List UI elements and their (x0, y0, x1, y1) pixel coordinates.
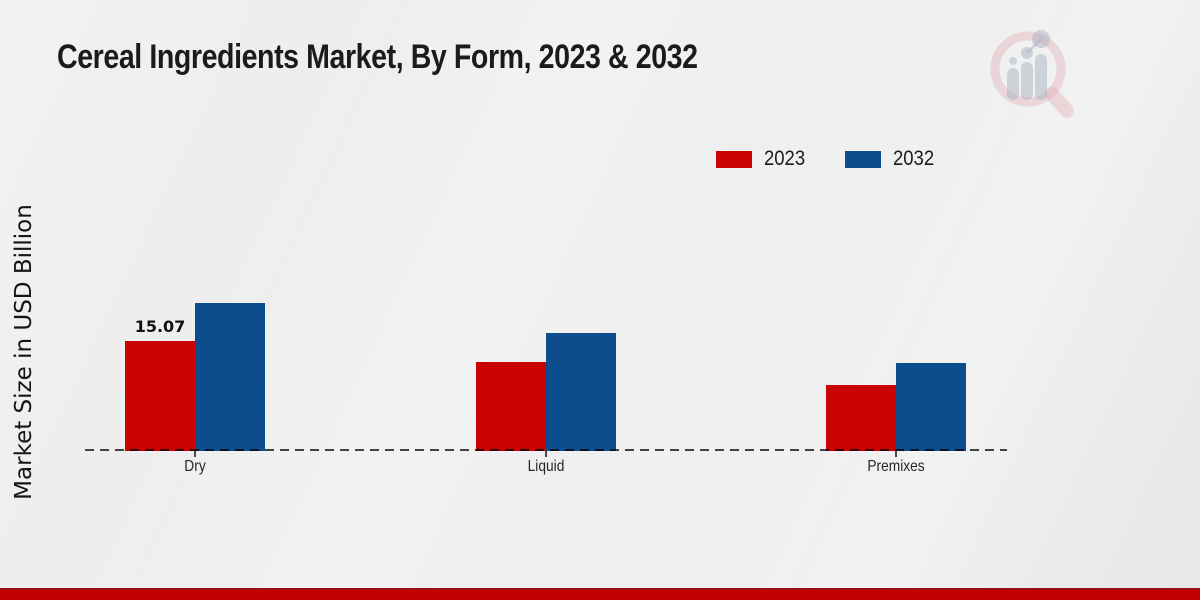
bar-2023-premixes (826, 385, 896, 451)
bar-2032-dry (195, 303, 265, 451)
x-axis-label-liquid: Liquid (527, 458, 565, 475)
bar-2023-liquid (476, 362, 546, 451)
x-axis-tick-liquid (545, 451, 547, 457)
data-value-label: 15.07 (134, 317, 186, 336)
x-axis-tick-premixes (895, 451, 897, 457)
brand-logo-icon (990, 30, 1074, 118)
bar-2032-liquid (546, 333, 616, 451)
legend-item-2023: 2023 (716, 147, 811, 171)
x-axis-baseline (85, 449, 1007, 451)
legend-item-2032: 2032 (844, 147, 940, 171)
legend-label-2032: 2032 (892, 147, 934, 170)
x-axis-label-dry: Dry (184, 458, 206, 475)
footer-accent-bar (0, 588, 1200, 600)
legend-swatch-2023 (716, 150, 752, 168)
legend-label-2023: 2023 (764, 147, 806, 170)
chart-title: Cereal Ingredients Market, By Form, 2023… (57, 38, 698, 76)
x-axis-label-premixes: Premixes (867, 458, 925, 475)
legend-swatch-2032 (844, 150, 881, 168)
chart-legend: 2023 2032 (716, 147, 939, 171)
x-axis-tick-dry (194, 451, 196, 457)
bar-2023-dry (125, 341, 195, 451)
bar-2032-premixes (896, 363, 966, 451)
